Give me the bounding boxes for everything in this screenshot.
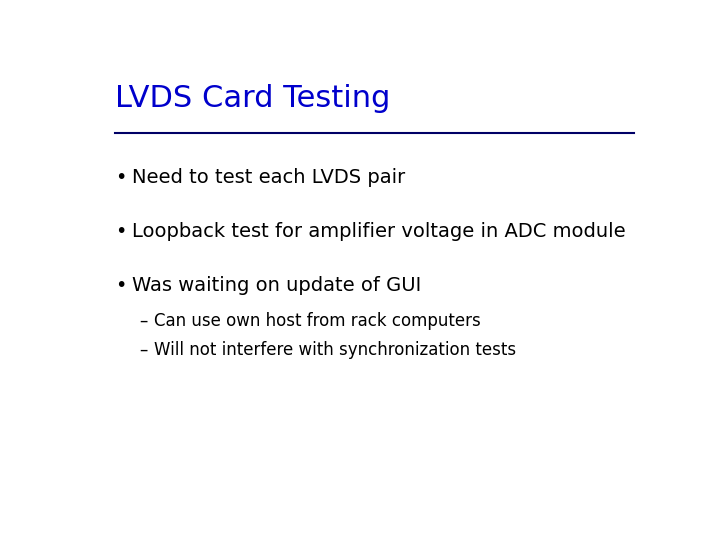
Text: •: •	[115, 276, 127, 295]
Text: –: –	[139, 341, 147, 359]
Text: Loopback test for amplifier voltage in ADC module: Loopback test for amplifier voltage in A…	[132, 221, 626, 241]
Text: Need to test each LVDS pair: Need to test each LVDS pair	[132, 167, 405, 186]
Text: Will not interfere with synchronization tests: Will not interfere with synchronization …	[154, 341, 516, 359]
Text: Can use own host from rack computers: Can use own host from rack computers	[154, 312, 481, 329]
Text: •: •	[115, 167, 127, 186]
Text: LVDS Card Testing: LVDS Card Testing	[115, 84, 390, 113]
Text: Was waiting on update of GUI: Was waiting on update of GUI	[132, 276, 421, 295]
Text: –: –	[139, 312, 147, 329]
Text: •: •	[115, 221, 127, 241]
